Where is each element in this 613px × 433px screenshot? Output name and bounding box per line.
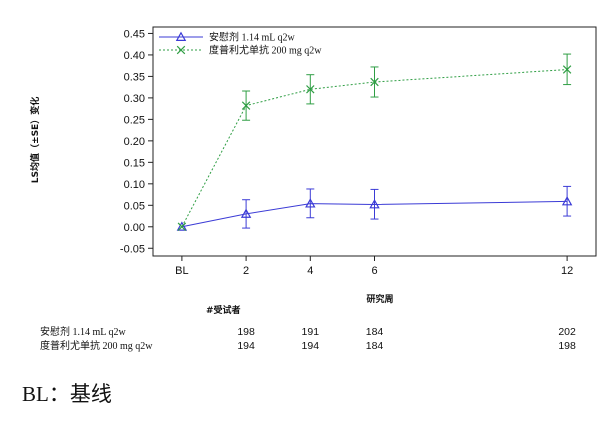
y-tick-label-9: 0.00 xyxy=(124,222,145,234)
x-tick-label-3: 6 xyxy=(371,265,377,277)
series-line-1 xyxy=(181,69,568,228)
series-1 xyxy=(177,53,572,232)
series-0 xyxy=(176,185,573,231)
x-axis: BL 2 4 6 12 xyxy=(175,256,573,277)
at-risk-count-0-2: 184 xyxy=(366,326,384,338)
error-bar-0-4 xyxy=(563,185,572,217)
at-risk-count-1-0: 194 xyxy=(237,340,255,352)
data-point-0-3 xyxy=(369,199,380,209)
x-axis-title: 研究周 xyxy=(366,293,393,305)
at-risk-count-1-1: 194 xyxy=(302,340,320,352)
error-bar-0-1 xyxy=(242,199,251,229)
y-axis-title: LS均值（±SE）变化 xyxy=(29,97,41,183)
y-tick-label-7: 0.10 xyxy=(124,179,145,191)
x-tick-label-1: 2 xyxy=(243,265,249,277)
y-tick-label-4: 0.25 xyxy=(124,114,145,126)
y-tick-label-1: 0.40 xyxy=(124,50,145,62)
x-tick-label-4: 12 xyxy=(561,265,573,277)
at-risk-table: 安慰剂 1.14 mL q2w 198 191 184 202 度普利尤单抗 200 mg… xyxy=(40,325,576,352)
y-tick-label-2: 0.35 xyxy=(124,71,145,83)
at-risk-count-1-2: 184 xyxy=(366,340,384,352)
legend-marker-0 xyxy=(175,31,187,41)
legend-label-1: 度普利尤单抗 200 mg q2w xyxy=(209,44,322,57)
at-risk-title: #受试者 xyxy=(206,304,241,316)
error-bar-0-2 xyxy=(306,188,315,219)
at-risk-count-1-3: 198 xyxy=(558,340,576,352)
y-tick-label-8: 0.05 xyxy=(124,200,145,212)
data-point-1-2 xyxy=(306,85,315,94)
x-tick-label-2: 4 xyxy=(307,265,313,277)
data-point-1-1 xyxy=(241,101,251,110)
y-tick-label-6: 0.15 xyxy=(124,157,145,169)
y-axis: 0.45 0.40 0.35 0.30 0.25 0.20 0.15 0.10 0.05 0.00… xyxy=(120,28,153,255)
plot-frame xyxy=(152,26,597,257)
at-risk-count-0-1: 191 xyxy=(302,326,320,338)
at-risk-count-0-0: 198 xyxy=(237,326,255,338)
at-risk-row-label-0: 安慰剂 1.14 mL q2w xyxy=(40,325,127,338)
legend-marker-1 xyxy=(176,45,186,55)
data-point-1-3 xyxy=(370,77,379,87)
data-point-0-4 xyxy=(561,195,573,206)
error-bar-0-3 xyxy=(370,188,379,220)
at-risk-count-0-3: 202 xyxy=(558,326,576,338)
at-risk-row-label-1: 度普利尤单抗 200 mg q2w xyxy=(40,339,153,352)
legend-label-0: 安慰剂 1.14 mL q2w xyxy=(209,31,296,44)
data-point-1-4 xyxy=(562,65,572,74)
y-tick-label-10: -0.05 xyxy=(120,243,145,255)
y-tick-label-3: 0.30 xyxy=(124,93,145,105)
data-point-1-0 xyxy=(177,222,187,232)
footnote: BL：基线 xyxy=(22,382,112,406)
y-tick-label-5: 0.20 xyxy=(124,136,145,148)
data-point-0-1 xyxy=(240,208,252,218)
x-tick-label-0: BL xyxy=(175,265,188,277)
series-layer xyxy=(176,53,573,232)
data-point-0-2 xyxy=(305,198,316,208)
y-tick-label-0: 0.45 xyxy=(124,28,145,40)
data-point-0-0 xyxy=(176,221,188,231)
